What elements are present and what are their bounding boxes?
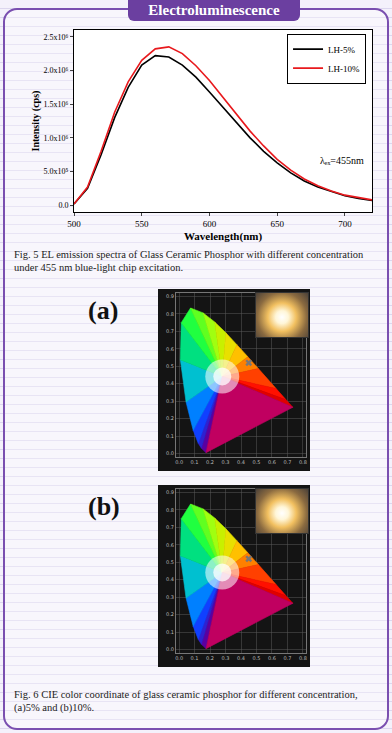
svg-text:0.5: 0.5 (166, 559, 174, 565)
svg-text:0.0: 0.0 (166, 450, 174, 456)
html-text:Fig. 5 EL emission spectra of: Fig. 5 EL emission spectra of Glass Cera… (14, 249, 364, 273)
svg-text:0.6: 0.6 (268, 459, 276, 465)
svg-text:0.1: 0.1 (191, 459, 199, 465)
svg-text:700: 700 (338, 219, 352, 229)
svg-text:Wavelength(nm): Wavelength(nm) (184, 230, 263, 243)
svg-text:1.0x10⁶: 1.0x10⁶ (44, 134, 69, 143)
svg-text:0.6: 0.6 (166, 346, 174, 352)
svg-text:0.4: 0.4 (166, 576, 174, 582)
svg-text:0.0: 0.0 (58, 201, 68, 210)
svg-text:0.8: 0.8 (166, 507, 174, 513)
svg-text:550: 550 (135, 219, 149, 229)
html-text:Fig. 6 CIE color coordinate of: Fig. 6 CIE color coordinate of glass cer… (14, 689, 358, 713)
svg-text:Intensity (cps): Intensity (cps) (30, 91, 42, 152)
svg-text:0.2: 0.2 (166, 611, 174, 617)
html-text:(b): (b) (88, 492, 120, 521)
svg-text:600: 600 (203, 219, 217, 229)
svg-text:0.6: 0.6 (268, 655, 276, 661)
svg-text:0.3: 0.3 (222, 655, 230, 661)
svg-text:0.8: 0.8 (299, 459, 307, 465)
svg-text:λₑₓ=455nm: λₑₓ=455nm (320, 155, 364, 166)
svg-text:0.0: 0.0 (175, 655, 183, 661)
html-text:Electroluminescence: Electroluminescence (148, 2, 280, 18)
svg-text:0.7: 0.7 (283, 655, 291, 661)
svg-text:0.6: 0.6 (166, 542, 174, 548)
svg-text:5.0x10⁵: 5.0x10⁵ (44, 167, 69, 176)
svg-text:0.5: 0.5 (253, 459, 261, 465)
svg-text:2.5x10⁶: 2.5x10⁶ (44, 33, 69, 42)
svg-text:0.8: 0.8 (299, 655, 307, 661)
svg-text:500: 500 (67, 219, 81, 229)
svg-text:0.2: 0.2 (206, 655, 214, 661)
svg-text:2.0x10⁶: 2.0x10⁶ (44, 66, 69, 75)
svg-text:0.7: 0.7 (166, 328, 174, 334)
svg-text:0.4: 0.4 (237, 655, 245, 661)
svg-text:0.8: 0.8 (166, 311, 174, 317)
svg-text:0.1: 0.1 (166, 629, 174, 635)
svg-text:0.2: 0.2 (166, 415, 174, 421)
svg-text:0.1: 0.1 (191, 655, 199, 661)
svg-text:0.0: 0.0 (166, 646, 174, 652)
svg-text:650: 650 (270, 219, 284, 229)
svg-text:0.7: 0.7 (283, 459, 291, 465)
svg-text:0.1: 0.1 (166, 433, 174, 439)
svg-text:0.7: 0.7 (166, 524, 174, 530)
svg-text:1.5x10⁶: 1.5x10⁶ (44, 100, 69, 109)
svg-text:0.5: 0.5 (253, 655, 261, 661)
svg-text:0.3: 0.3 (222, 459, 230, 465)
svg-text:0.4: 0.4 (237, 459, 245, 465)
svg-text:LH-10%: LH-10% (328, 64, 360, 74)
svg-text:0.9: 0.9 (166, 489, 174, 495)
svg-text:LH-5%: LH-5% (328, 45, 355, 55)
svg-text:0.9: 0.9 (166, 293, 174, 299)
svg-text:0.2: 0.2 (206, 459, 214, 465)
svg-text:0.3: 0.3 (166, 594, 174, 600)
svg-text:0.0: 0.0 (175, 459, 183, 465)
svg-text:0.5: 0.5 (166, 363, 174, 369)
svg-text:0.3: 0.3 (166, 398, 174, 404)
html-text:(a): (a) (88, 296, 119, 325)
svg-text:0.4: 0.4 (166, 380, 174, 386)
